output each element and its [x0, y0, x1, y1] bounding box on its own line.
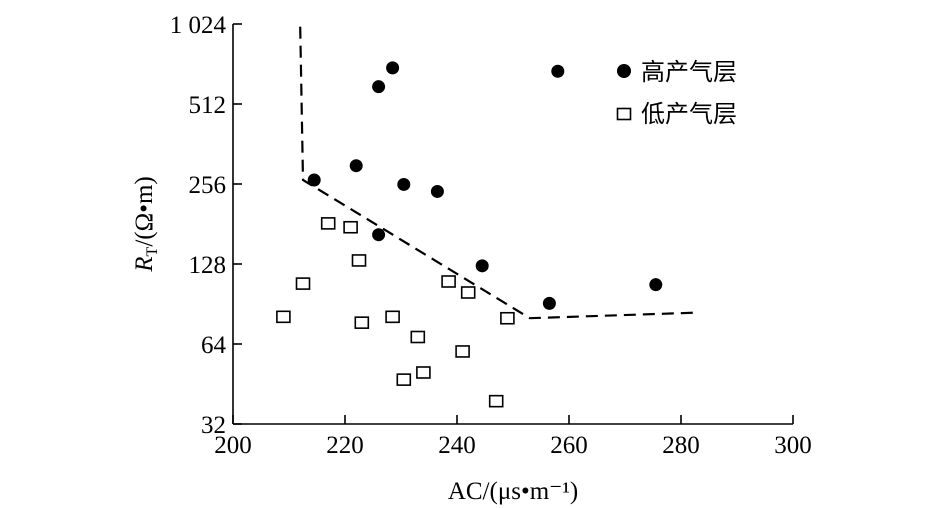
- low-yield-point: [460, 286, 476, 299]
- y-tick-label: 1 024: [170, 12, 227, 39]
- y-tick-label: 256: [189, 172, 227, 199]
- low-yield-point: [320, 217, 336, 230]
- y-tick-label: 64: [201, 332, 227, 359]
- high-yield-point: [386, 61, 400, 75]
- x-tick-label: 220: [326, 432, 364, 459]
- high-yield-point: [349, 159, 363, 173]
- legend-marker-low: [616, 107, 632, 121]
- high-yield-point: [372, 80, 386, 94]
- low-yield-point: [488, 394, 504, 408]
- high-yield-point: [551, 64, 565, 78]
- y-axis-title-rest: /(Ω•m): [131, 176, 158, 246]
- boundary-line-group: [299, 26, 698, 320]
- x-tick-label: 200: [214, 432, 252, 459]
- y-axis-title-sub: T: [144, 246, 161, 256]
- low-yield-point: [343, 220, 358, 234]
- x-ticks: 200 220 240 260 280 300: [214, 415, 812, 459]
- low-yield-point: [351, 254, 367, 267]
- y-ticks: 32 64 128 256 512 1 024: [170, 12, 242, 439]
- y-tick-label: 128: [189, 252, 227, 279]
- boundary-line: [299, 26, 698, 320]
- low-yield-point: [441, 275, 456, 288]
- low-yield-point: [410, 330, 426, 344]
- legend-marker-high: [617, 64, 631, 78]
- low-yield-point: [354, 316, 370, 329]
- high-yield-point: [372, 228, 386, 242]
- legend: 高产气层 低产气层: [616, 58, 737, 128]
- high-yield-point: [307, 173, 321, 187]
- low-yield-point: [416, 366, 431, 379]
- legend-label-low: 低产气层: [641, 100, 737, 128]
- x-tick-label: 300: [774, 432, 812, 459]
- x-tick-label: 260: [550, 432, 588, 459]
- low-yield-point: [295, 277, 311, 290]
- low-yield-point: [500, 311, 515, 325]
- data-points: [276, 61, 663, 408]
- y-axis-title: RT/(Ω•m): [131, 176, 161, 272]
- x-axis-title: AC/(μs•m⁻¹): [448, 478, 578, 505]
- x-tick-label: 240: [438, 432, 476, 459]
- high-yield-point: [649, 278, 663, 292]
- high-yield-point: [397, 177, 411, 191]
- y-tick-label: 32: [201, 412, 226, 439]
- low-yield-point: [396, 373, 412, 386]
- x-tick-label: 280: [662, 432, 700, 459]
- high-yield-point: [542, 296, 556, 310]
- legend-label-high: 高产气层: [641, 58, 737, 86]
- low-yield-point: [455, 345, 470, 358]
- high-yield-point: [475, 259, 489, 273]
- y-tick-label: 512: [189, 92, 227, 119]
- low-yield-point: [276, 310, 291, 324]
- high-yield-point: [430, 184, 444, 198]
- y-axis-title-main: R: [131, 256, 158, 272]
- low-yield-point: [385, 310, 400, 324]
- axes: [232, 24, 793, 425]
